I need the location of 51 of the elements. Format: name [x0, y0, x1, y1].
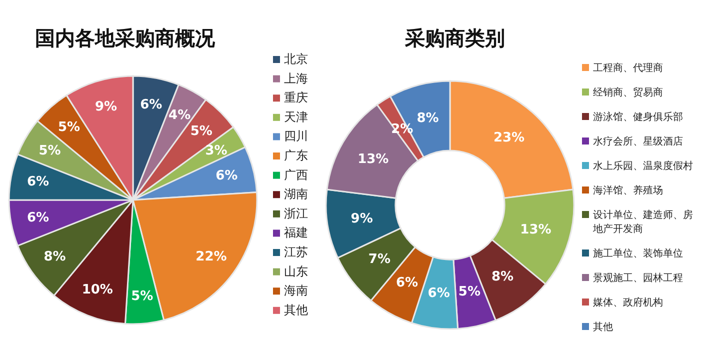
- legend-label: 广西: [284, 168, 308, 182]
- data-label: 8%: [491, 270, 514, 285]
- legend-label: 水疗会所、星级酒店: [593, 135, 683, 148]
- legend-label: 施工单位、装饰单位: [593, 247, 683, 260]
- data-label: 23%: [493, 130, 525, 146]
- data-label: 9%: [350, 211, 373, 226]
- legend-label: 景观施工、园林工程: [593, 272, 683, 284]
- chart-title: 国内各地采购商概况: [35, 26, 216, 50]
- data-label: 8%: [416, 111, 439, 126]
- data-label: 6%: [26, 174, 50, 190]
- data-label: 6%: [140, 97, 162, 112]
- legend-label: 游泳馆、健身俱乐部: [593, 110, 683, 123]
- data-label: 4%: [168, 108, 191, 123]
- data-label: 6%: [216, 168, 238, 184]
- data-label: 10%: [82, 282, 113, 298]
- legend-label: 四川: [284, 129, 308, 144]
- legend-label: 重庆: [284, 90, 308, 105]
- legend-label: 海南: [284, 284, 308, 298]
- legend-label: 经销商、贸易商: [593, 86, 663, 98]
- legend-label: 广东: [284, 148, 308, 163]
- data-label: 22%: [196, 249, 227, 264]
- chart-title: 采购商类别: [404, 26, 505, 50]
- data-label: 6%: [428, 286, 450, 302]
- legend-label: 浙江: [284, 206, 308, 221]
- legend-label: 海洋馆、养殖场: [593, 184, 663, 196]
- legend-label: 水上乐园、温泉度假村: [593, 160, 693, 172]
- data-label: 5%: [38, 143, 61, 158]
- legend-label: 山东: [284, 264, 308, 279]
- legend-label: 北京: [284, 52, 308, 66]
- legend-label: 其他: [284, 303, 308, 318]
- legend-label: 设计单位、建造师、房地产开发商: [592, 208, 693, 235]
- legend-label: 其他: [593, 320, 613, 333]
- data-label: 7%: [368, 252, 390, 268]
- data-label: 13%: [520, 222, 552, 238]
- data-label: 5%: [190, 124, 212, 140]
- data-label: 3%: [205, 143, 228, 158]
- legend-label: 上海: [284, 72, 308, 86]
- legend-label: 媒体、政府机构: [593, 296, 663, 308]
- data-label: 5%: [58, 120, 80, 135]
- data-label: 13%: [358, 152, 389, 168]
- legend-label: 天津: [284, 110, 308, 124]
- data-label: 6%: [26, 210, 50, 226]
- legend-label: 福建: [284, 226, 308, 240]
- data-label: 6%: [396, 276, 418, 291]
- legend-label: 江苏: [284, 245, 308, 260]
- legend-label: 工程商、代理商: [593, 62, 663, 74]
- data-label: 5%: [131, 288, 154, 304]
- data-label: 9%: [94, 100, 118, 115]
- data-label: 8%: [44, 249, 66, 264]
- legend-label: 湖南: [284, 187, 308, 202]
- data-label: 5%: [458, 284, 481, 300]
